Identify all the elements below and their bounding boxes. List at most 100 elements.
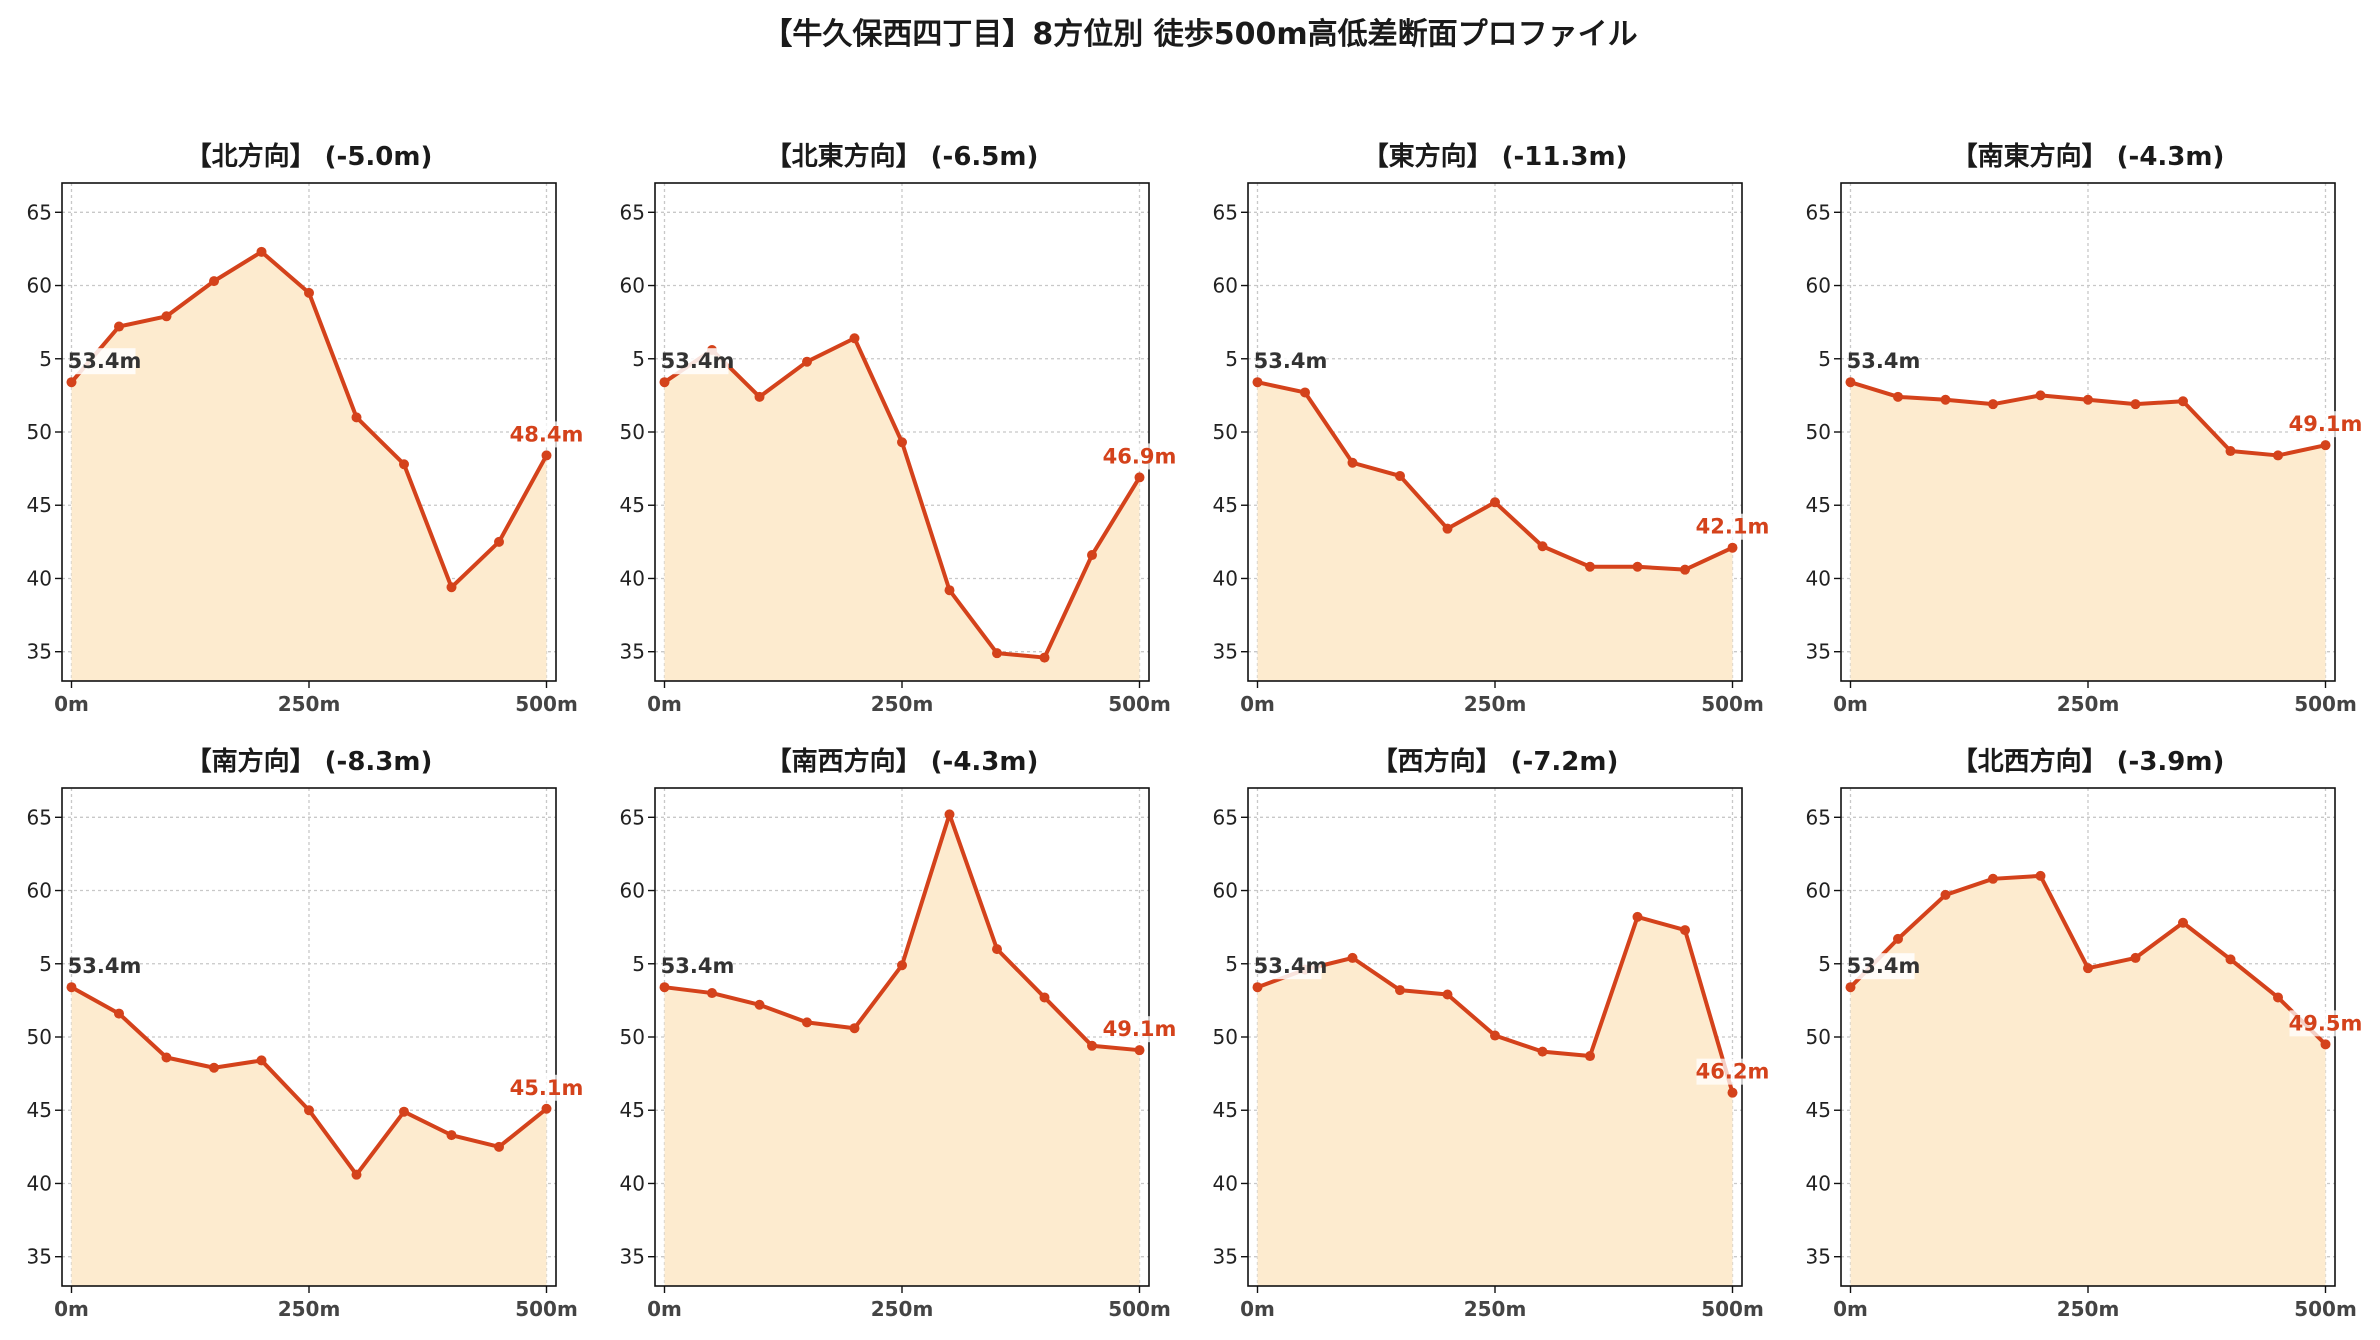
- data-point: [659, 982, 670, 993]
- y-tick-label: 60: [620, 879, 645, 903]
- y-tick-label: 40: [620, 566, 645, 590]
- y-tick-label: 50: [1806, 1025, 1831, 1049]
- x-tick-label: 0m: [647, 1297, 682, 1321]
- y-tick-label: 60: [27, 274, 52, 298]
- x-tick-label: 250m: [2057, 1297, 2120, 1321]
- area-fill: [664, 338, 1140, 681]
- data-point: [2225, 446, 2236, 457]
- chart-title: 【南西方向】 (-4.3m): [766, 746, 1039, 777]
- data-point: [1087, 1040, 1097, 1051]
- data-point: [944, 585, 955, 596]
- data-point: [541, 1103, 552, 1114]
- y-tick-label: 40: [1806, 566, 1831, 590]
- chart-title: 【南東方向】 (-4.3m): [1952, 141, 2225, 172]
- y-tick-label: 35: [1806, 1245, 1831, 1269]
- data-point: [1134, 472, 1145, 483]
- end-label-box: [510, 1074, 583, 1101]
- x-tick-label: 500m: [2294, 692, 2357, 716]
- chart-title: 【北東方向】 (-6.5m): [766, 141, 1039, 172]
- data-point: [114, 1008, 124, 1019]
- start-elevation-label: 53.4m: [1254, 349, 1328, 373]
- y-tick-label: 50: [1213, 1025, 1238, 1049]
- data-point: [114, 321, 124, 332]
- end-label-box: [2289, 411, 2362, 438]
- x-tick-label: 0m: [1240, 1297, 1275, 1321]
- data-point: [399, 1106, 409, 1117]
- y-tick-label: 65: [27, 805, 52, 829]
- y-tick-label: 65: [1806, 200, 1831, 224]
- start-label-box: [666, 348, 729, 375]
- x-tick-label: 250m: [278, 1297, 341, 1321]
- data-point: [897, 437, 907, 448]
- y-tick-label: 40: [1213, 566, 1238, 590]
- x-tick-label: 0m: [54, 1297, 89, 1321]
- data-point: [1893, 933, 1903, 944]
- chart-title: 【南方向】 (-8.3m): [186, 746, 433, 777]
- data-point: [992, 944, 1002, 955]
- data-point: [1585, 561, 1595, 572]
- data-point: [2083, 963, 2093, 974]
- y-tick-label: 5: [1225, 347, 1238, 371]
- data-point: [446, 1130, 457, 1141]
- data-point: [849, 1023, 860, 1034]
- y-tick-label: 40: [620, 1171, 645, 1195]
- y-tick-label: 35: [620, 1245, 645, 1269]
- start-label-box: [1852, 348, 1915, 375]
- end-label-box: [510, 421, 583, 448]
- x-tick-label: 250m: [871, 692, 934, 716]
- x-tick-label: 250m: [2057, 692, 2120, 716]
- data-point: [1347, 952, 1358, 963]
- y-tick-label: 45: [620, 1098, 645, 1122]
- y-tick-label: 40: [1806, 1171, 1831, 1195]
- data-point: [2178, 396, 2188, 407]
- data-point: [1727, 1087, 1738, 1098]
- end-label-box: [2289, 1010, 2362, 1037]
- x-tick-label: 0m: [1240, 692, 1275, 716]
- end-elevation-label: 45.1m: [510, 1076, 584, 1100]
- data-point: [1087, 550, 1097, 561]
- y-tick-label: 45: [1806, 493, 1831, 517]
- data-point: [494, 536, 504, 547]
- y-tick-label: 65: [1213, 200, 1238, 224]
- data-point: [1727, 542, 1738, 553]
- data-point: [1252, 377, 1263, 388]
- y-tick-label: 5: [1225, 952, 1238, 976]
- start-label-box: [73, 953, 136, 980]
- data-point: [494, 1141, 504, 1152]
- data-point: [992, 648, 1002, 659]
- chart-panel: 【西方向】 (-7.2m) 35 40 45 50 5 60 65 0m 250m 500m 53.4…: [1213, 746, 1770, 1321]
- area-fill: [71, 251, 547, 681]
- data-point: [66, 982, 77, 993]
- data-point: [1845, 982, 1856, 993]
- data-point: [1988, 399, 1998, 410]
- y-tick-label: 45: [1806, 1098, 1831, 1122]
- y-tick-label: 35: [620, 640, 645, 664]
- data-point: [1537, 1046, 1548, 1057]
- data-point: [1940, 889, 1951, 900]
- end-label-box: [1103, 1016, 1176, 1043]
- y-tick-label: 45: [27, 1098, 52, 1122]
- data-point: [2273, 450, 2283, 461]
- data-point: [209, 1062, 219, 1073]
- data-point: [802, 1017, 812, 1028]
- y-tick-label: 35: [1806, 640, 1831, 664]
- chart-title: 【北方向】 (-5.0m): [186, 141, 433, 172]
- data-point: [849, 333, 860, 344]
- data-point: [1039, 652, 1050, 663]
- start-elevation-label: 53.4m: [68, 954, 142, 978]
- y-tick-label: 45: [1213, 1098, 1238, 1122]
- chart-title: 【北西方向】 (-3.9m): [1952, 746, 2225, 777]
- area-fill: [1257, 382, 1733, 681]
- area-fill: [1850, 875, 2326, 1286]
- data-point: [1632, 911, 1643, 922]
- data-point: [1490, 497, 1500, 508]
- y-tick-label: 50: [620, 1025, 645, 1049]
- data-point: [1442, 523, 1453, 534]
- end-elevation-label: 49.1m: [2289, 412, 2363, 436]
- data-point: [2320, 440, 2331, 451]
- start-label-box: [666, 953, 729, 980]
- data-point: [304, 1105, 314, 1116]
- chart-panel: 【東方向】 (-11.3m) 35 40 45 50 5 60 65 0m 250m 500m 53.…: [1213, 141, 1770, 716]
